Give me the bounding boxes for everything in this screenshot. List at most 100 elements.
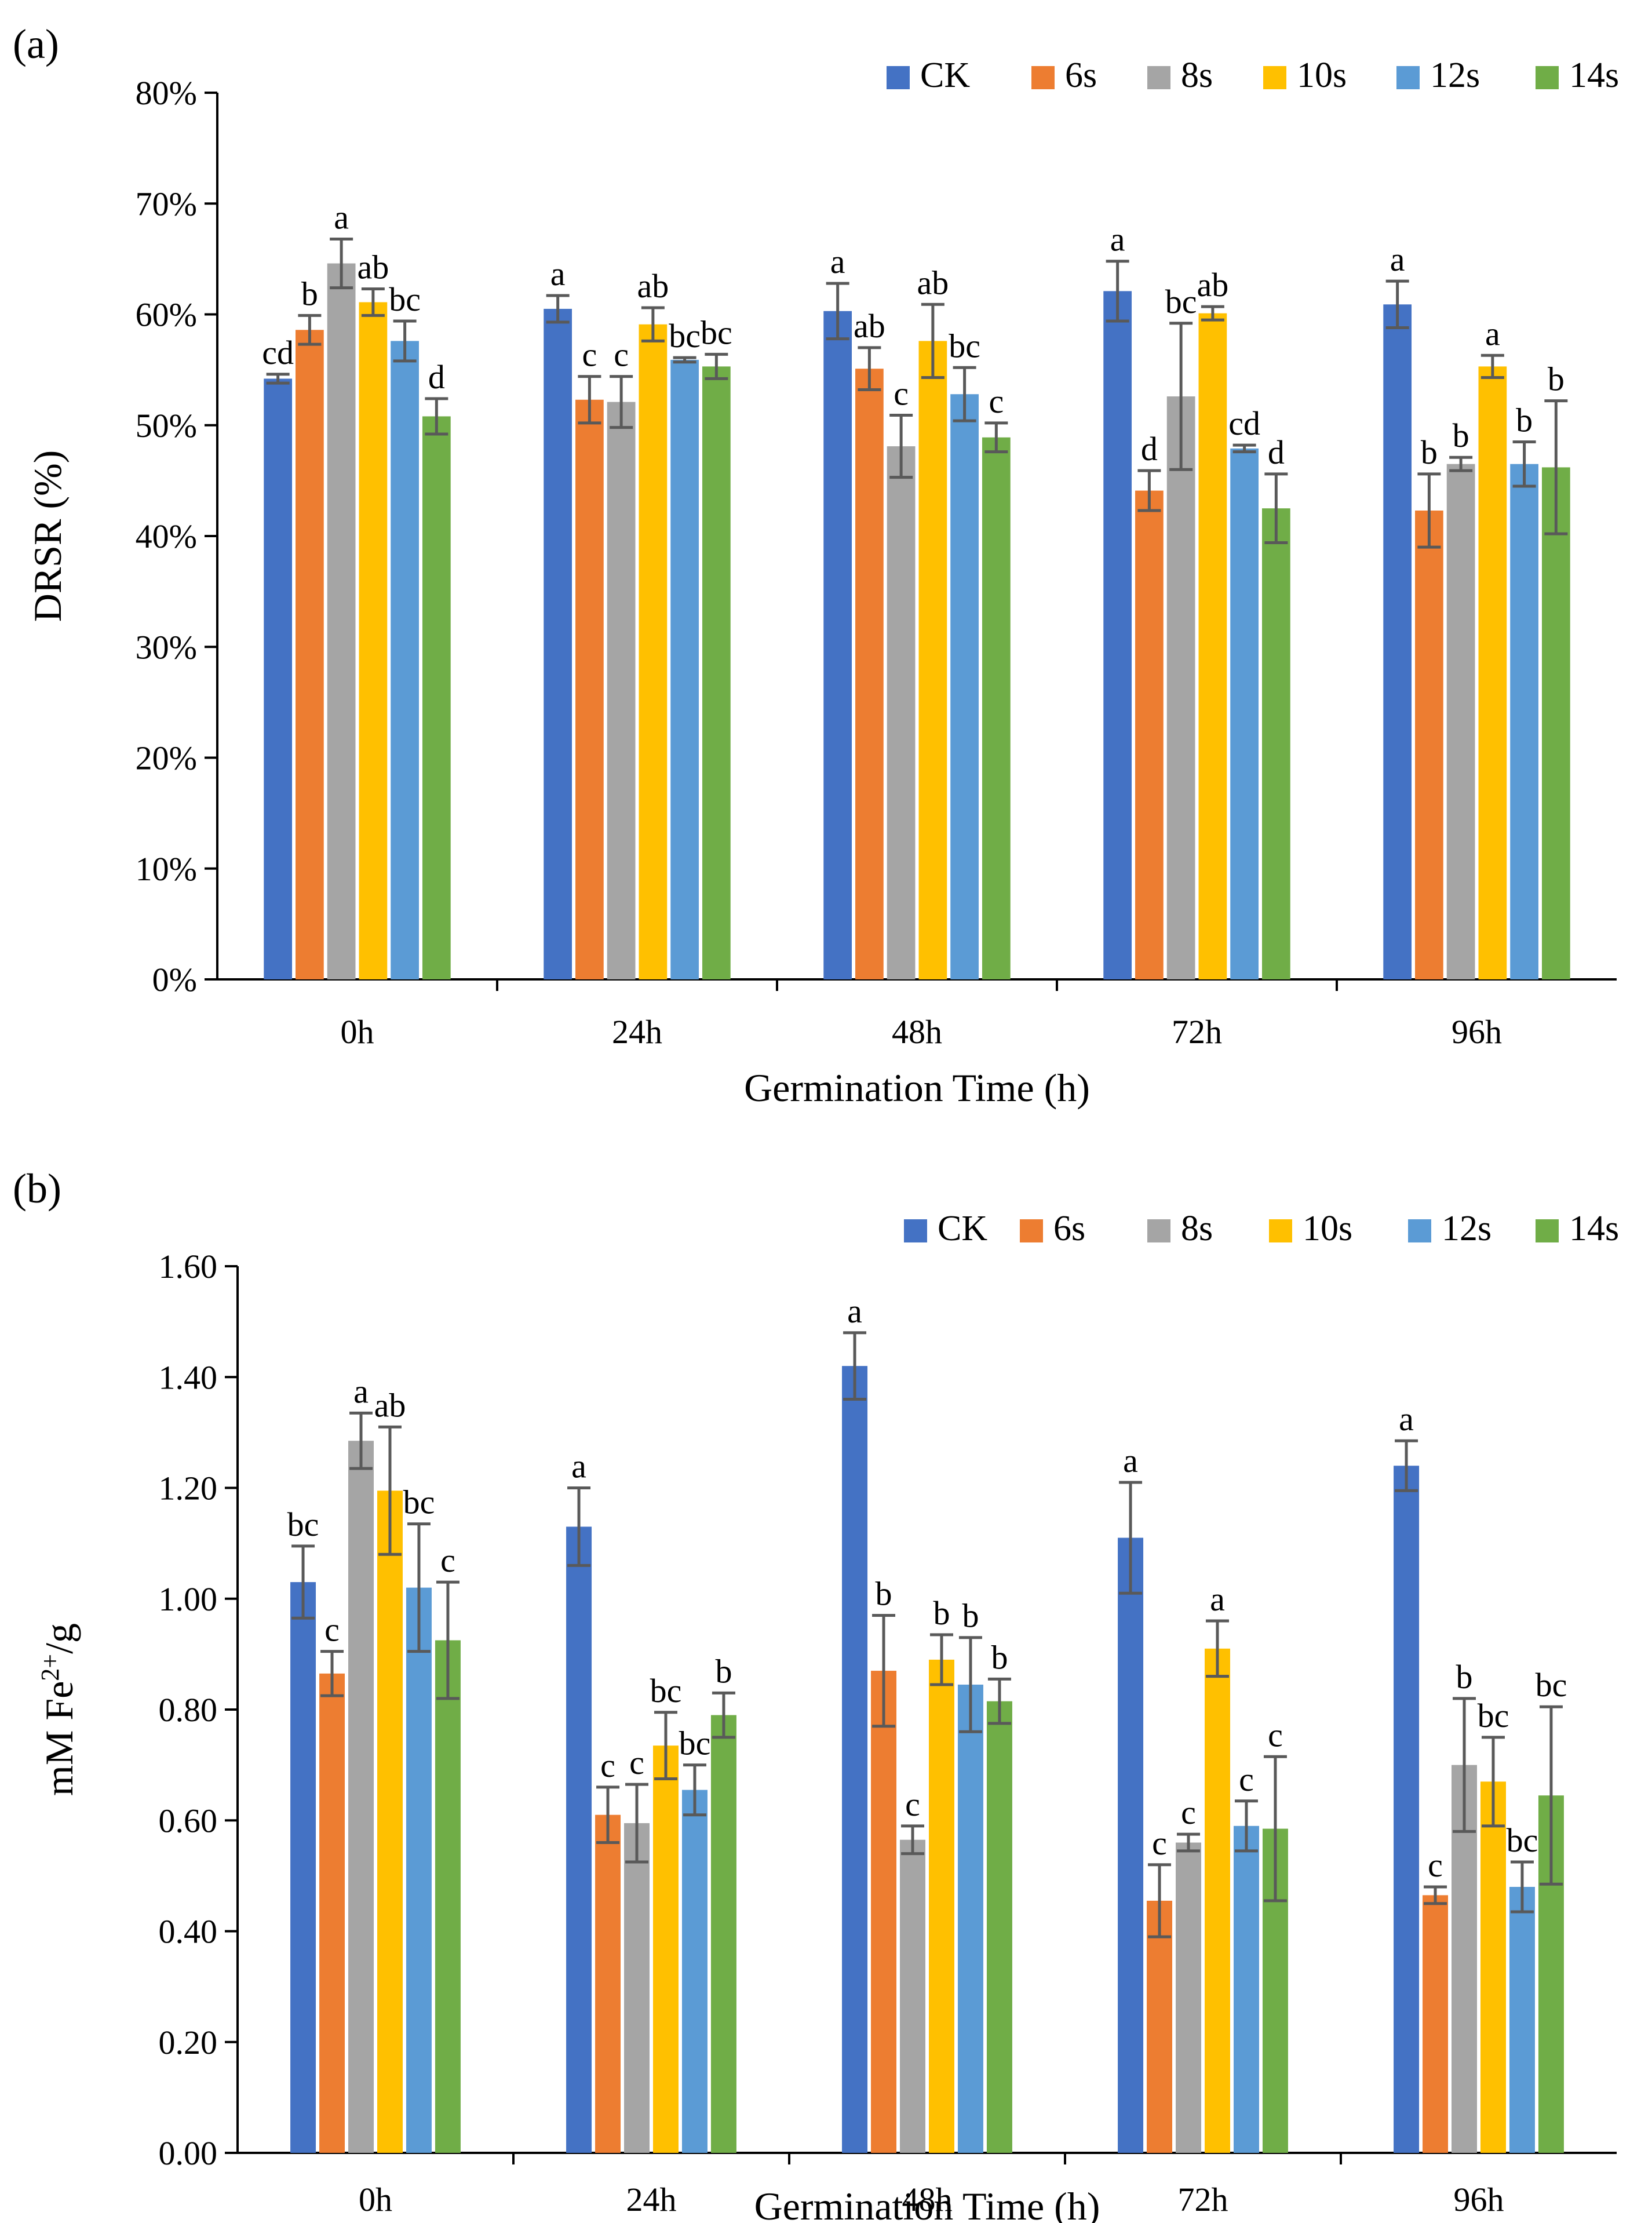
significance-label: d	[1268, 433, 1285, 471]
significance-label: c	[440, 1541, 455, 1579]
bar-14s-48h	[986, 1701, 1012, 2153]
y-tick-label: 1.00	[159, 1580, 218, 1618]
significance-label: c	[1152, 1824, 1167, 1862]
bar-12s-24h	[670, 359, 699, 979]
bar-6s-0h	[296, 330, 324, 979]
bar-12s-72h	[1233, 1825, 1259, 2153]
legend-label-8s: 8s	[1181, 56, 1213, 95]
significance-label: a	[1210, 1580, 1225, 1618]
chart-panel-b: (b) 0.00 0.20 0.40 0.60 0.80 1.00 1.20 1.40 1.60 0…	[13, 1165, 1619, 2223]
y-tick-label: 1.40	[159, 1358, 218, 1396]
significance-label: bc	[701, 314, 732, 351]
bar-ck-72h	[1103, 291, 1132, 979]
x-tick-label: 72h	[1178, 2181, 1228, 2218]
x-tick-label: 96h	[1454, 2181, 1504, 2218]
bar-14s-96h	[1541, 467, 1570, 979]
x-axis-title: Germination Time (h)	[744, 1066, 1090, 1110]
bar-10s-72h	[1198, 313, 1227, 979]
y-tick-label: 0.40	[159, 1913, 218, 1951]
panel-label: (b)	[13, 1165, 61, 1212]
y-tick-label: 20%	[136, 739, 197, 777]
bar-6s-0h	[319, 1673, 345, 2153]
y-tick-label: 0.60	[159, 1802, 218, 1839]
x-axis-title: Germination Time (h)	[754, 2184, 1100, 2223]
bar-12s-96h	[1509, 1887, 1535, 2153]
bar-ck-48h	[823, 311, 852, 980]
significance-label: a	[1110, 221, 1125, 258]
significance-label: a	[830, 243, 845, 280]
bar-8s-24h	[607, 402, 636, 979]
bar-6s-48h	[871, 1671, 897, 2153]
significance-label: c	[629, 1744, 644, 1781]
significance-label: cd	[1228, 404, 1260, 442]
significance-label: a	[1123, 1442, 1138, 1479]
legend-label-14s: 14s	[1569, 1209, 1619, 1248]
legend-swatch-14s	[1536, 66, 1559, 89]
legend-swatch-6s	[1020, 1219, 1043, 1242]
bar-14s-0h	[422, 416, 451, 979]
bar-10s-48h	[929, 1659, 954, 2153]
significance-label: c	[1181, 1794, 1196, 1831]
significance-label: c	[614, 336, 629, 374]
legend-label-12s: 12s	[1430, 56, 1480, 95]
x-tick-label: 96h	[1452, 1013, 1502, 1051]
significance-label: bc	[287, 1506, 319, 1543]
bar-6s-24h	[595, 1814, 621, 2153]
significance-label: bc	[669, 317, 701, 355]
bar-ck-48h	[842, 1366, 868, 2153]
significance-label: ab	[917, 264, 949, 301]
chart-panel-a: (a)0%10%20%30%40%50%60%70%80%0hcdbaabbcd…	[13, 21, 1619, 1110]
significance-label: ab	[637, 267, 669, 305]
bar-ck-24h	[566, 1526, 592, 2153]
significance-label: a	[847, 1292, 862, 1330]
x-tick-label: 24h	[626, 2181, 677, 2218]
bar-ck-0h	[264, 378, 293, 979]
significance-label: a	[334, 198, 349, 236]
x-tick-label: 0h	[341, 1013, 374, 1051]
bar-12s-48h	[950, 394, 979, 979]
y-tick-label: 80%	[136, 74, 197, 112]
y-tick-label: 0%	[152, 961, 197, 998]
legend-swatch-12s	[1396, 66, 1420, 89]
bar-8s-0h	[327, 263, 356, 979]
significance-label: a	[550, 255, 566, 293]
bar-6s-24h	[575, 399, 604, 979]
bar-6s-96h	[1423, 1895, 1449, 2153]
significance-label: b	[301, 275, 318, 312]
bar-10s-48h	[918, 341, 947, 979]
significance-label: a	[1485, 315, 1500, 352]
bar-10s-0h	[359, 302, 388, 979]
significance-label: bc	[1478, 1697, 1509, 1734]
y-axis-title-suffix: /g	[37, 1623, 81, 1654]
bar-8s-48h	[900, 1839, 925, 2153]
legend-swatch-12s	[1408, 1219, 1431, 1242]
y-tick-label: 0.20	[159, 2024, 218, 2061]
significance-label: d	[1141, 430, 1158, 468]
bar-ck-96h	[1394, 1466, 1420, 2153]
significance-label: a	[1399, 1400, 1414, 1438]
y-tick-label: 50%	[136, 407, 197, 444]
legend-swatch-10s	[1263, 66, 1286, 89]
legend-label-14s: 14s	[1569, 56, 1619, 95]
panel-label: (a)	[13, 21, 59, 67]
y-tick-label: 0.00	[159, 2134, 218, 2172]
legend-label-10s: 10s	[1303, 1209, 1352, 1248]
x-tick-label: 0h	[359, 2181, 392, 2218]
legend-label-6s: 6s	[1053, 1209, 1085, 1248]
significance-label: c	[1239, 1761, 1254, 1798]
y-tick-label: 1.60	[159, 1248, 218, 1285]
significance-label: b	[876, 1575, 892, 1612]
significance-label: b	[1548, 360, 1565, 398]
significance-label: bc	[1507, 1821, 1538, 1859]
significance-label: b	[715, 1652, 732, 1690]
y-tick-label: 60%	[136, 296, 197, 334]
bar-12s-96h	[1510, 464, 1538, 979]
x-tick-label: 48h	[892, 1013, 942, 1051]
y-tick-label: 10%	[136, 850, 197, 888]
bar-14s-0h	[435, 1640, 461, 2153]
significance-label: b	[1453, 417, 1469, 454]
significance-label: c	[989, 382, 1004, 420]
x-tick-label: 72h	[1172, 1013, 1222, 1051]
significance-label: b	[1421, 433, 1438, 471]
